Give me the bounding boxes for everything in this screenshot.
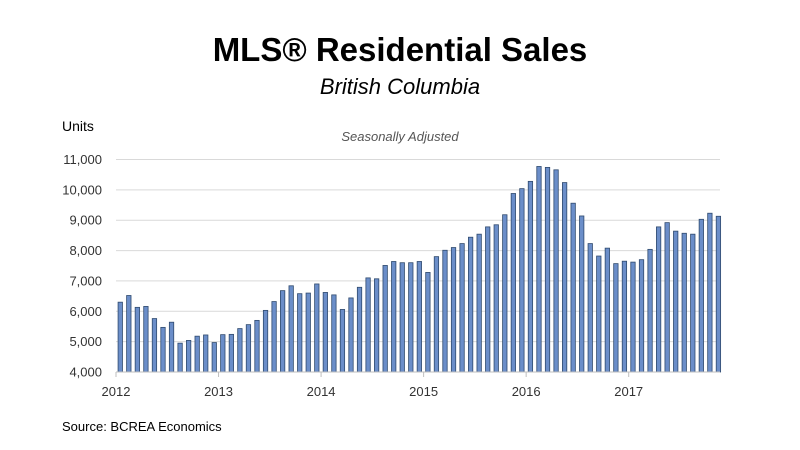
bar [485, 226, 491, 373]
bar [596, 255, 602, 373]
bar [134, 306, 140, 373]
bar [604, 247, 610, 373]
y-tick-label: 11,000 [63, 152, 102, 167]
y-tick-label: 5,000 [69, 334, 102, 349]
bar [151, 318, 158, 373]
bar [305, 292, 311, 373]
bar [570, 202, 576, 373]
bar [519, 188, 525, 373]
bar [450, 247, 457, 373]
bar [391, 261, 397, 373]
bar [664, 222, 670, 373]
bar [476, 233, 482, 373]
bar [374, 278, 380, 373]
x-tick-label: 2012 [102, 384, 131, 399]
bar [621, 260, 628, 373]
bar [562, 182, 568, 373]
y-tick-label: 6,000 [69, 304, 102, 319]
bar [245, 324, 252, 373]
y-axis-label: Units [62, 118, 94, 134]
bar [194, 335, 200, 373]
bars [117, 166, 722, 373]
bar [638, 259, 645, 373]
bar [630, 261, 636, 373]
bar [433, 256, 440, 373]
bar [707, 212, 713, 373]
bar [186, 340, 192, 373]
bar [126, 295, 132, 373]
bar [365, 277, 371, 373]
bar [339, 309, 346, 373]
bar [416, 261, 422, 373]
bar [536, 166, 542, 373]
bar [425, 272, 431, 373]
x-tick-label: 2016 [512, 384, 541, 399]
bar [168, 321, 175, 373]
y-tick-labels: 4,000 5,000 6,000 7,000 8,000 9,000 10,000 11,0… [62, 152, 102, 380]
chart-title: MLS® Residential Sales [213, 31, 588, 68]
y-tick-label: 8,000 [69, 243, 102, 258]
bar [656, 226, 662, 373]
bar [331, 294, 337, 373]
bar [322, 292, 328, 373]
bar [271, 301, 277, 373]
x-tick-label: 2015 [409, 384, 438, 399]
bar [314, 283, 320, 373]
bar [160, 326, 166, 373]
bar [220, 334, 226, 373]
bar [177, 342, 183, 373]
bar [408, 262, 414, 373]
bar [553, 169, 559, 373]
bar [262, 309, 269, 373]
seasonally-adjusted-note: Seasonally Adjusted [341, 129, 459, 144]
bar [647, 248, 653, 373]
bar [297, 293, 303, 373]
bar [681, 232, 687, 373]
bar [690, 233, 696, 373]
x-tick-labels: 2012 2013 2014 2015 2016 2017 [102, 384, 644, 399]
bar [382, 265, 388, 373]
bar [348, 297, 354, 373]
axes [115, 371, 720, 377]
bar [527, 180, 534, 373]
bar [237, 328, 243, 373]
chart-subtitle: British Columbia [320, 74, 480, 99]
y-tick-label: 4,000 [69, 365, 102, 380]
y-tick-label: 10,000 [62, 182, 102, 197]
bar [698, 218, 704, 373]
bar [399, 262, 405, 373]
bar [468, 236, 474, 373]
bar [143, 306, 149, 373]
bar [211, 342, 217, 373]
bar [587, 243, 593, 373]
source-note: Source: BCREA Economics [62, 419, 222, 434]
bar [356, 286, 363, 373]
bar [715, 215, 722, 373]
bar [493, 224, 499, 373]
bar [254, 319, 260, 373]
y-tick-label: 9,000 [69, 213, 102, 228]
bar [288, 285, 294, 373]
bar [442, 249, 448, 373]
bar [459, 243, 465, 373]
bar [203, 334, 209, 373]
bar [613, 263, 619, 373]
y-tick-label: 7,000 [69, 273, 102, 288]
bar [544, 166, 551, 373]
bar [228, 333, 234, 373]
bar [117, 301, 123, 373]
x-tick-label: 2014 [307, 384, 336, 399]
bar [502, 214, 508, 373]
x-tick-label: 2013 [204, 384, 233, 399]
bar [673, 230, 679, 373]
bar [510, 193, 516, 373]
bar [280, 290, 286, 373]
bar [579, 215, 585, 373]
x-tick-label: 2017 [614, 384, 643, 399]
